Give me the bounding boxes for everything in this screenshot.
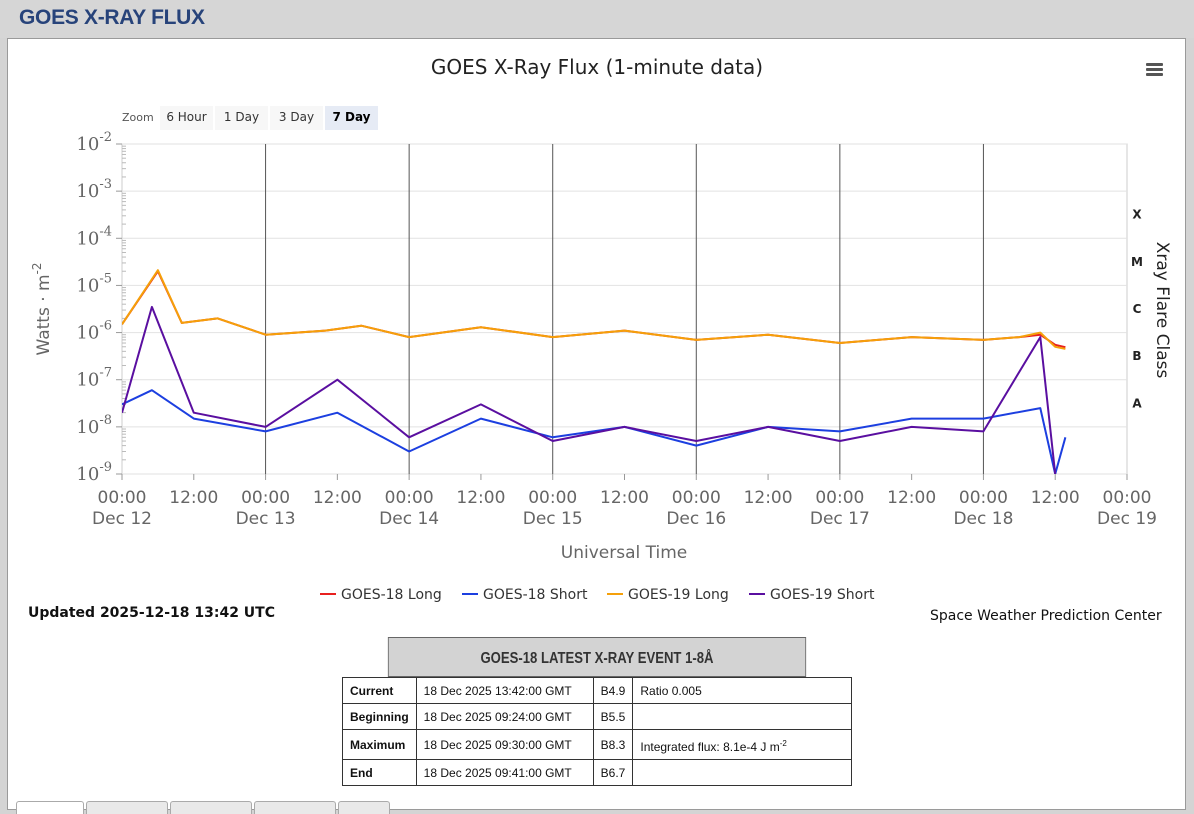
row-time: 18 Dec 2025 09:30:00 GMT	[415, 729, 594, 760]
row-label: Beginning	[342, 703, 417, 730]
bottom-tab[interactable]	[86, 801, 168, 814]
x-tick-time: 00:00	[815, 488, 864, 508]
chart-title: GOES X-Ray Flux (1-minute data)	[430, 55, 764, 79]
page-title: GOES X-RAY FLUX	[19, 6, 205, 29]
x-axis-title: Universal Time	[561, 543, 687, 563]
table-row: Current 18 Dec 2025 13:42:00 GMT B4.9 Ra…	[342, 677, 852, 704]
row-class: B8.3	[592, 729, 634, 760]
x-tick-time: 00:00	[98, 488, 147, 508]
event-table-title: GOES-18 LATEST X-RAY EVENT 1-8Å	[387, 637, 807, 677]
flare-class-label: M	[1131, 255, 1143, 269]
flare-class-label: X	[1132, 208, 1142, 222]
row-time: 18 Dec 2025 09:24:00 GMT	[415, 703, 594, 730]
y-tick-label: 10-3	[76, 177, 112, 202]
x-tick-time: 00:00	[1103, 488, 1152, 508]
y2-axis-title: Xray Flare Class	[1152, 242, 1172, 379]
bottom-tab[interactable]	[338, 801, 390, 814]
x-tick-date: Dec 16	[666, 509, 726, 529]
row-note	[632, 703, 852, 730]
zoom-7-day-button[interactable]: 7 Day	[325, 106, 378, 130]
table-row: Maximum 18 Dec 2025 09:30:00 GMT B8.3 In…	[342, 729, 852, 760]
y-tick-label: 10-5	[76, 271, 112, 296]
x-tick-date: Dec 14	[379, 509, 439, 529]
updated-timestamp: Updated 2025-12-18 13:42 UTC	[28, 605, 275, 621]
credit-text: Space Weather Prediction Center	[930, 608, 1162, 624]
legend-label: GOES-18 Short	[483, 587, 588, 603]
row-class: B5.5	[592, 703, 634, 730]
hamburger-menu-icon[interactable]	[1146, 63, 1163, 77]
x-tick-time: 12:00	[169, 488, 218, 508]
series-line-goes-19-short	[122, 305, 1057, 474]
row-label: Current	[342, 677, 417, 704]
legend-label: GOES-18 Long	[341, 587, 442, 603]
x-tick-time: 12:00	[456, 488, 505, 508]
zoom-3-day-button[interactable]: 3 Day	[270, 106, 323, 130]
event-table: Current 18 Dec 2025 13:42:00 GMT B4.9 Ra…	[342, 677, 852, 786]
legend-swatch	[607, 593, 623, 595]
y-tick-label: 10-4	[76, 224, 112, 249]
row-note-cell: Integrated flux: 8.1e-4 J m-2	[632, 729, 852, 760]
row-note: Integrated flux: 8.1e-4 J m	[640, 740, 780, 754]
row-label: End	[342, 759, 417, 786]
x-tick-date: Dec 17	[810, 509, 870, 529]
legend-label: GOES-19 Long	[628, 587, 729, 603]
x-tick-date: Dec 13	[236, 509, 296, 529]
legend-goes18-short[interactable]: GOES-18 Short	[462, 587, 588, 603]
legend-goes19-long[interactable]: GOES-19 Long	[607, 587, 729, 603]
x-tick-time: 00:00	[959, 488, 1008, 508]
latest-event-table: GOES-18 LATEST X-RAY EVENT 1-8Å Current …	[342, 637, 852, 790]
flare-class-label: A	[1132, 396, 1142, 410]
row-note-sup: -2	[779, 739, 787, 748]
zoom-label: Zoom	[122, 111, 154, 124]
flare-class-label: B	[1132, 349, 1141, 363]
x-tick-time: 12:00	[313, 488, 362, 508]
y-tick-label: 10-8	[76, 413, 112, 438]
row-time: 18 Dec 2025 13:42:00 GMT	[415, 677, 594, 704]
y-tick-label: 10-9	[76, 460, 112, 485]
row-note	[632, 759, 852, 786]
bottom-tab[interactable]	[254, 801, 336, 814]
x-tick-time: 12:00	[744, 488, 793, 508]
x-tick-date: Dec 15	[523, 509, 583, 529]
x-tick-date: Dec 12	[92, 509, 152, 529]
plot-area	[121, 143, 1128, 475]
x-tick-time: 12:00	[600, 488, 649, 508]
zoom-6-hour-button[interactable]: 6 Hour	[160, 106, 213, 130]
row-label: Maximum	[342, 729, 417, 760]
flare-class-label: C	[1133, 302, 1142, 316]
legend-goes19-short[interactable]: GOES-19 Short	[749, 587, 875, 603]
zoom-1-day-button[interactable]: 1 Day	[215, 106, 268, 130]
x-tick-date: Dec 19	[1097, 509, 1157, 529]
y-axis-title: Watts · m-2	[30, 262, 54, 355]
x-tick-time: 12:00	[1031, 488, 1080, 508]
x-tick-time: 00:00	[528, 488, 577, 508]
bottom-tab[interactable]	[16, 801, 84, 814]
bottom-tab[interactable]	[170, 801, 252, 814]
x-tick-time: 00:00	[241, 488, 290, 508]
legend-swatch	[749, 593, 765, 595]
legend-swatch	[462, 593, 478, 595]
row-note: Ratio 0.005	[632, 677, 852, 704]
x-tick-time: 00:00	[385, 488, 434, 508]
y-tick-label: 10-7	[76, 366, 112, 391]
row-time: 18 Dec 2025 09:41:00 GMT	[415, 759, 594, 786]
row-class: B6.7	[592, 759, 634, 786]
y-tick-label: 10-2	[76, 130, 112, 155]
series-line-goes-19-long	[122, 269, 1066, 350]
page-header: GOES X-RAY FLUX	[0, 0, 1194, 38]
x-tick-date: Dec 18	[953, 509, 1013, 529]
legend-goes18-long[interactable]: GOES-18 Long	[320, 587, 442, 603]
bottom-tab-strip	[14, 801, 1184, 814]
x-tick-time: 12:00	[887, 488, 936, 508]
y-tick-label: 10-6	[76, 319, 112, 344]
legend-label: GOES-19 Short	[770, 587, 875, 603]
table-row: Beginning 18 Dec 2025 09:24:00 GMT B5.5	[342, 703, 852, 730]
row-class: B4.9	[592, 677, 634, 704]
table-row: End 18 Dec 2025 09:41:00 GMT B6.7	[342, 759, 852, 786]
legend-swatch	[320, 593, 336, 595]
x-tick-time: 00:00	[672, 488, 721, 508]
